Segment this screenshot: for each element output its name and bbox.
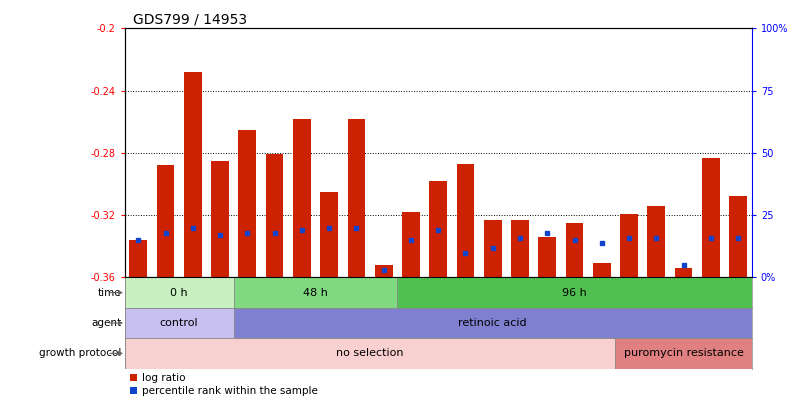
- Bar: [614, 338, 751, 369]
- Bar: [483, 220, 501, 277]
- Bar: [592, 263, 609, 277]
- Bar: [265, 154, 283, 277]
- Text: 48 h: 48 h: [303, 288, 328, 298]
- Text: agent: agent: [92, 318, 121, 328]
- Bar: [238, 130, 256, 277]
- Text: no selection: no selection: [336, 348, 403, 358]
- Text: 96 h: 96 h: [561, 288, 586, 298]
- Bar: [397, 277, 751, 308]
- Bar: [184, 72, 202, 277]
- Bar: [234, 308, 751, 338]
- Bar: [234, 277, 397, 308]
- Text: growth protocol: growth protocol: [39, 348, 121, 358]
- Bar: [211, 161, 229, 277]
- Bar: [701, 158, 719, 277]
- Bar: [565, 223, 583, 277]
- Text: 0 h: 0 h: [170, 288, 188, 298]
- Legend: log ratio, percentile rank within the sample: log ratio, percentile rank within the sa…: [129, 373, 318, 396]
- Bar: [538, 237, 556, 277]
- Text: retinoic acid: retinoic acid: [458, 318, 527, 328]
- Text: time: time: [98, 288, 121, 298]
- Bar: [402, 212, 419, 277]
- Bar: [511, 220, 528, 277]
- Bar: [619, 213, 637, 277]
- Text: puromycin resistance: puromycin resistance: [623, 348, 743, 358]
- Bar: [320, 192, 337, 277]
- Bar: [347, 119, 365, 277]
- Bar: [292, 119, 310, 277]
- Bar: [429, 181, 446, 277]
- Bar: [124, 338, 614, 369]
- Bar: [124, 277, 234, 308]
- Bar: [124, 308, 234, 338]
- Bar: [157, 165, 174, 277]
- Bar: [674, 268, 691, 277]
- Text: control: control: [160, 318, 198, 328]
- Bar: [374, 265, 392, 277]
- Text: GDS799 / 14953: GDS799 / 14953: [132, 12, 247, 26]
- Bar: [456, 164, 474, 277]
- Bar: [728, 196, 746, 277]
- Bar: [646, 206, 664, 277]
- Bar: [129, 240, 147, 277]
